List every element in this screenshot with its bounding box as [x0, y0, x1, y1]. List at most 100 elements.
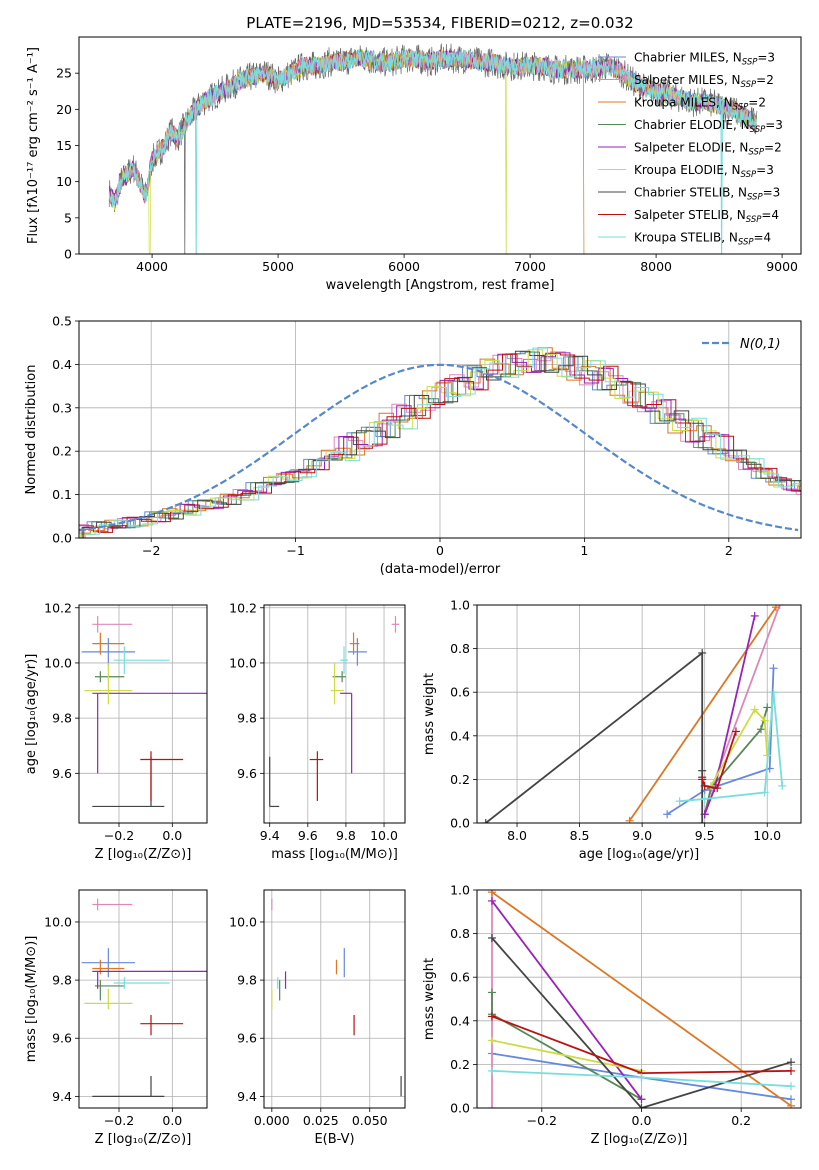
series-marker — [487, 1104, 496, 1108]
series-marker — [625, 816, 634, 823]
x-tick-label: 6000 — [388, 259, 420, 274]
x-tick-label: −0.2 — [104, 1113, 134, 1128]
series-marker — [487, 896, 496, 905]
legend-label-6: Chabrier STELIB, NSSP=3 — [634, 186, 780, 203]
data-point-2 — [349, 632, 360, 655]
series-marker — [698, 819, 707, 823]
x-tick-label: 4000 — [136, 259, 168, 274]
legend-label-0: Chabrier MILES, NSSP=3 — [634, 51, 775, 68]
legend-post: =3 — [763, 186, 781, 200]
series-marker — [769, 664, 778, 673]
y-tick-label: 9.8 — [52, 711, 72, 726]
y-tick-label: 0.0 — [52, 531, 72, 546]
x-tick-label: 9.5 — [695, 828, 715, 843]
legend-post: =2 — [756, 73, 774, 87]
x-tick-label: −1 — [286, 543, 304, 558]
legend-post: =4 — [754, 231, 772, 245]
legend-label-normal: N(0,1) — [740, 337, 781, 352]
legend-sub: SSP — [738, 238, 754, 248]
x-axis-label: E(B-V) — [314, 1132, 354, 1147]
x-tick-label: 0.000 — [254, 1113, 290, 1128]
series-marker — [481, 819, 490, 823]
data-point-7 — [309, 751, 324, 801]
y-tick-label: 0.6 — [450, 685, 470, 700]
normal-curve — [79, 363, 799, 532]
x-tick-label: 0.025 — [303, 1113, 339, 1128]
series-line-6 — [491, 937, 792, 1108]
series-marker — [787, 1101, 796, 1108]
legend-sub: SSP — [741, 80, 757, 90]
series-line-4 — [491, 900, 643, 1100]
plot-area — [269, 616, 400, 808]
y-tick-label: 10.2 — [229, 600, 257, 615]
legend-text: Kroupa MILES, N — [634, 96, 733, 110]
x-tick-label: −0.2 — [104, 828, 134, 843]
series-marker — [763, 703, 772, 712]
series-marker — [637, 1095, 646, 1104]
legend-text: Chabrier ELODIE, N — [634, 118, 750, 132]
axes-frame — [78, 320, 802, 539]
axes-frame — [476, 889, 802, 1109]
series-marker — [750, 611, 759, 620]
legend-sub: SSP — [750, 125, 766, 135]
data-point-6 — [92, 756, 165, 808]
series-marker — [487, 1066, 496, 1075]
spectrum-line-8 — [108, 49, 757, 254]
y-axis-label: mass [log₁₀(M/M⊙)] — [24, 936, 39, 1063]
y-tick-label: 9.8 — [52, 973, 72, 988]
y-axis-label: Normed distribution — [24, 365, 39, 495]
y-tick-label: 0.1 — [52, 487, 72, 502]
y-tick-label: 0.8 — [450, 926, 470, 941]
legend-post: =3 — [757, 51, 775, 65]
series-marker — [487, 988, 496, 997]
x-tick-label: 9.8 — [336, 828, 356, 843]
series-marker — [700, 795, 709, 804]
series-marker — [760, 716, 769, 725]
legend-label-4: Salpeter ELODIE, NSSP=2 — [634, 141, 782, 158]
y-tick-label: 0.3 — [52, 400, 72, 415]
y-tick-label: 10 — [56, 174, 72, 189]
y-tick-label: 10.0 — [44, 655, 72, 670]
series-marker — [487, 1012, 496, 1021]
data-point-4 — [340, 692, 353, 774]
legend-post: =3 — [756, 163, 774, 177]
data-point-7 — [140, 751, 183, 801]
plot-area — [271, 898, 402, 1097]
data-point-0 — [347, 638, 367, 666]
x-tick-label: −2 — [142, 543, 160, 558]
data-point-1 — [92, 616, 133, 633]
y-tick-label: 9.4 — [237, 1089, 257, 1104]
series-marker — [731, 727, 740, 736]
axes-3: 9.4 9.6 9.8 10.0 9.6 9.8 10.0 10.2 mass [log₁₀(M… — [229, 600, 406, 862]
y-tick-label: 0.2 — [450, 772, 470, 787]
series-line-5 — [491, 1039, 642, 1072]
y-tick-label: 10.0 — [229, 655, 257, 670]
series-marker — [487, 890, 496, 897]
axes-0: 4000 5000 6000 7000 8000 9000 0 5 10 15 20 25 wavele… — [26, 36, 802, 293]
series-marker — [675, 797, 684, 806]
y-tick-label: 9.6 — [237, 766, 257, 781]
data-point-5 — [84, 662, 133, 705]
legend-post: =3 — [765, 118, 783, 132]
data-point-7 — [140, 1014, 183, 1036]
data-point-8 — [113, 646, 170, 674]
hist-series-4 — [79, 352, 801, 538]
data-point-8 — [113, 977, 170, 989]
x-tick-label: 10.0 — [370, 828, 398, 843]
x-tick-label: 0.050 — [352, 1113, 388, 1128]
legend-text: Kroupa ELODIE, N — [634, 163, 741, 177]
plot-area — [108, 43, 758, 254]
legend-text: Chabrier STELIB, N — [634, 186, 747, 200]
x-axis-label: Z [log₁₀(Z/Z⊙)] — [95, 1132, 192, 1147]
series-marker — [750, 705, 759, 714]
y-tick-label: 9.8 — [237, 973, 257, 988]
data-point-2 — [92, 632, 125, 655]
legend-label-1: Salpeter MILES, NSSP=2 — [634, 73, 774, 90]
y-axis-label: mass weight — [422, 958, 437, 1040]
y-tick-label: 9.6 — [52, 1031, 72, 1046]
legend-label-3: Chabrier ELODIE, NSSP=3 — [634, 118, 783, 135]
series-marker — [787, 1082, 796, 1091]
legend-text: Salpeter STELIB, N — [634, 208, 746, 222]
data-point-3 — [95, 671, 125, 683]
plot-area — [81, 898, 207, 1097]
